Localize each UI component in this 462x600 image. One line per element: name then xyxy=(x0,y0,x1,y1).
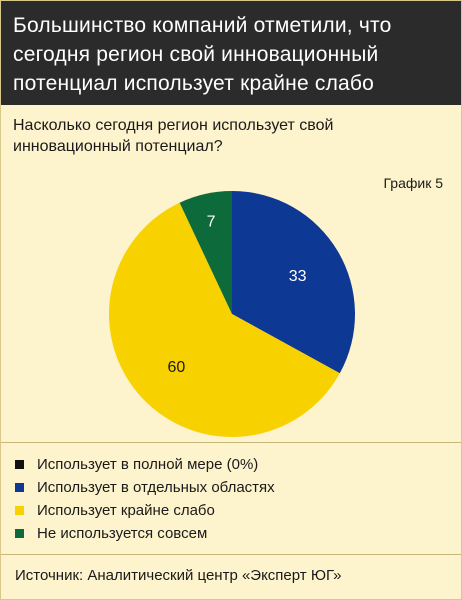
chart-headline: Большинство компаний отметили, что сегод… xyxy=(13,14,392,95)
divider-bottom xyxy=(1,554,461,555)
divider-top xyxy=(1,442,461,443)
chart-question: Насколько сегодня регион использует свой… xyxy=(13,117,334,155)
chart-number-label: График 5 xyxy=(383,175,443,191)
legend-label-none: Не используется совсем xyxy=(37,525,208,542)
legend-item-weak: Использует крайне слабо xyxy=(15,499,445,522)
pie-slice-weak xyxy=(109,202,340,437)
legend-swatch-full xyxy=(15,460,24,469)
pie-label-partial: 33 xyxy=(289,268,307,285)
pie-label-weak: 60 xyxy=(168,359,186,376)
legend-label-partial: Использует в отдельных областях xyxy=(37,479,275,496)
chart-legend: Использует в полной мере (0%) Использует … xyxy=(15,453,445,545)
pie-label-none: 7 xyxy=(207,213,216,230)
header-banner: Большинство компаний отметили, что сегод… xyxy=(1,1,461,105)
legend-swatch-weak xyxy=(15,506,24,515)
legend-label-weak: Использует крайне слабо xyxy=(37,502,215,519)
source-note: Источник: Аналитический центр «Эксперт Ю… xyxy=(15,567,342,584)
legend-item-partial: Использует в отдельных областях xyxy=(15,476,445,499)
pie-chart: 33 60 7 xyxy=(109,191,355,437)
legend-item-none: Не используется совсем xyxy=(15,522,445,545)
legend-item-full: Использует в полной мере (0%) xyxy=(15,453,445,476)
legend-swatch-partial xyxy=(15,483,24,492)
pie-slice-partial xyxy=(232,191,355,374)
pie-slice-none xyxy=(179,191,232,314)
legend-swatch-none xyxy=(15,529,24,538)
legend-label-full: Использует в полной мере (0%) xyxy=(37,456,259,473)
